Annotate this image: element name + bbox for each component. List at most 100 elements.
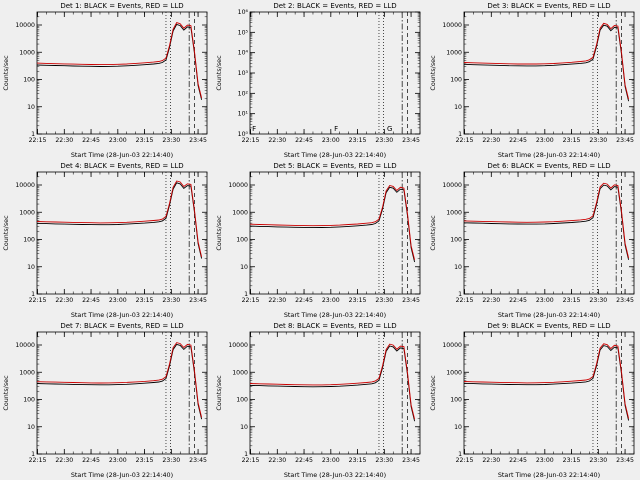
x-tick-label: 23:45 xyxy=(616,457,634,464)
chart-title: Det 2: BLACK = Events, RED = LLD xyxy=(274,2,397,10)
x-tick-label: 23:45 xyxy=(189,457,207,464)
y-tick-label: 1000 xyxy=(19,369,35,376)
y-tick-label: 10 xyxy=(240,424,248,431)
det-2-chart: 22:15 22:30 22:45 23:00 23:15 23:30 23:45 10⁰ 10… xyxy=(215,2,421,159)
y-tick-label: 1000 xyxy=(19,49,35,56)
x-tick-label: 22:45 xyxy=(295,457,313,464)
y-tick-label: 1 xyxy=(244,291,248,298)
chart-title: Det 1: BLACK = Events, RED = LLD xyxy=(60,2,183,10)
x-tick-label: 22:45 xyxy=(509,297,527,304)
y-axis-label: Counts/sec xyxy=(429,55,437,91)
y-tick-label: 1000 xyxy=(446,209,462,216)
y-tick-label: 1000 xyxy=(233,209,249,216)
x-tick-label: 23:00 xyxy=(109,457,127,464)
y-tick-label: 1 xyxy=(458,131,462,138)
x-tick-label: 23:30 xyxy=(376,137,394,144)
y-tick-label: 10⁰ xyxy=(238,131,249,138)
x-tick-label: 22:15 xyxy=(455,137,473,144)
x-axis-label: Start Time (28-Jun-03 22:14:40) xyxy=(498,311,600,319)
x-tick-label: 22:30 xyxy=(55,297,73,304)
plot-frame xyxy=(36,331,208,455)
y-tick-label: 100 xyxy=(23,397,35,404)
y-tick-label: 1000 xyxy=(233,369,249,376)
det-7-panel: 22:15 22:30 22:45 23:00 23:15 23:30 23:45 1 10 10… xyxy=(0,320,213,480)
x-tick-label: 23:45 xyxy=(402,137,420,144)
y-tick-label: 10000 xyxy=(442,182,462,189)
x-tick-label: 22:45 xyxy=(295,137,313,144)
x-tick-label: 23:00 xyxy=(322,457,340,464)
x-tick-label: 22:30 xyxy=(55,457,73,464)
series-events-line xyxy=(36,343,203,420)
y-tick-label: 100 xyxy=(237,237,249,244)
det-1-chart: 22:15 22:30 22:45 23:00 23:15 23:30 23:45 1 10 10… xyxy=(2,2,208,159)
x-tick-label: 23:45 xyxy=(189,137,207,144)
x-tick-label: 23:15 xyxy=(136,297,154,304)
y-tick-label: 1000 xyxy=(446,369,462,376)
x-tick-label: 22:30 xyxy=(55,137,73,144)
y-tick-label: 10³ xyxy=(238,70,249,77)
y-tick-label: 10000 xyxy=(15,342,35,349)
x-tick-label: 23:15 xyxy=(562,137,580,144)
x-tick-label: 23:00 xyxy=(322,297,340,304)
det-3-chart: 22:15 22:30 22:45 23:00 23:15 23:30 23:45 1 10 10… xyxy=(429,2,635,159)
series-events-line xyxy=(36,23,203,100)
x-tick-label: 22:15 xyxy=(242,297,260,304)
x-tick-label: 23:00 xyxy=(536,297,554,304)
y-tick-label: 1 xyxy=(31,291,35,298)
series-lld-line xyxy=(463,22,629,100)
x-tick-label: 23:15 xyxy=(136,457,154,464)
det-8-chart: 22:15 22:30 22:45 23:00 23:15 23:30 23:45 1 10 10… xyxy=(215,322,421,479)
x-axis-label: Start Time (28-Jun-03 22:14:40) xyxy=(71,311,173,319)
x-axis-label: Start Time (28-Jun-03 22:14:40) xyxy=(71,471,173,479)
x-axis-label: Start Time (28-Jun-03 22:14:40) xyxy=(284,151,386,159)
chart-title: Det 4: BLACK = Events, RED = LLD xyxy=(60,162,183,170)
det-8-panel: 22:15 22:30 22:45 23:00 23:15 23:30 23:45 1 10 10… xyxy=(213,320,426,480)
x-tick-label: 23:00 xyxy=(109,297,127,304)
x-tick-label: 23:30 xyxy=(589,457,607,464)
x-tick-label: 23:30 xyxy=(376,457,394,464)
x-tick-label: 22:45 xyxy=(509,457,527,464)
y-tick-label: 10⁵ xyxy=(238,29,249,36)
y-tick-label: 10000 xyxy=(229,182,249,189)
plot-frame xyxy=(249,171,421,295)
y-tick-label: 10 xyxy=(454,104,462,111)
plot-frame xyxy=(36,11,208,135)
y-axis-label: Counts/sec xyxy=(429,215,437,251)
y-tick-label: 10000 xyxy=(15,22,35,29)
y-tick-label: 1 xyxy=(244,451,248,458)
x-tick-label: 22:45 xyxy=(509,137,527,144)
chart-title: Det 7: BLACK = Events, RED = LLD xyxy=(60,322,183,330)
y-axis-label: Counts/sec xyxy=(2,55,10,91)
y-tick-label: 100 xyxy=(450,397,462,404)
y-tick-label: 10¹ xyxy=(238,111,249,118)
y-tick-label: 1 xyxy=(31,131,35,138)
series-lld-line xyxy=(36,342,203,418)
series-events-line xyxy=(463,345,629,421)
x-tick-label: 22:30 xyxy=(482,137,500,144)
flag-annotation: G xyxy=(387,125,392,133)
series-events-line xyxy=(463,24,629,102)
y-tick-label: 10 xyxy=(240,264,248,271)
y-tick-label: 1 xyxy=(458,291,462,298)
y-tick-label: 10 xyxy=(454,424,462,431)
x-tick-label: 23:45 xyxy=(616,297,634,304)
y-axis-label: Counts/sec xyxy=(429,375,437,411)
y-axis-label: Counts/sec xyxy=(215,215,223,251)
series-events-line xyxy=(463,184,629,260)
plot-frame xyxy=(36,171,208,295)
x-tick-label: 23:30 xyxy=(162,457,180,464)
y-tick-label: 10000 xyxy=(15,182,35,189)
x-tick-label: 22:45 xyxy=(82,297,100,304)
x-tick-label: 22:30 xyxy=(482,457,500,464)
x-tick-label: 23:00 xyxy=(536,457,554,464)
series-lld-line xyxy=(463,182,629,259)
plot-frame xyxy=(249,11,421,135)
x-tick-label: 22:30 xyxy=(482,297,500,304)
det-2-panel: 22:15 22:30 22:45 23:00 23:15 23:30 23:45 10⁰ 10… xyxy=(213,0,426,160)
y-tick-label: 100 xyxy=(23,77,35,84)
chart-title: Det 5: BLACK = Events, RED = LLD xyxy=(274,162,397,170)
y-tick-label: 10⁴ xyxy=(238,50,249,57)
series-lld-line xyxy=(463,343,629,419)
det-5-panel: 22:15 22:30 22:45 23:00 23:15 23:30 23:45 1 10 10… xyxy=(213,160,426,320)
